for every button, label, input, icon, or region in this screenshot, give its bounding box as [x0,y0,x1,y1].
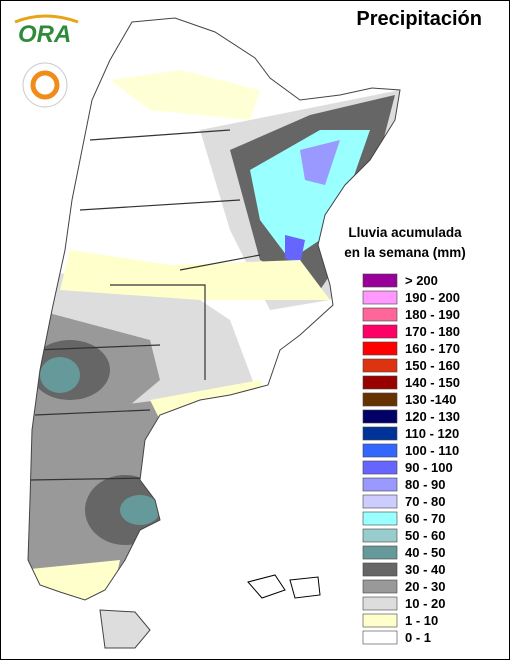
legend-label: 140 - 150 [405,375,460,390]
legend-label: 10 - 20 [405,596,445,611]
legend-swatch [362,596,398,611]
legend-swatch [362,341,398,356]
legend-swatch [362,358,398,373]
legend-swatch [362,545,398,560]
region-fill [120,495,160,525]
legend-label: 110 - 120 [405,426,459,441]
legend-label: 80 - 90 [405,477,445,492]
legend-swatch [362,443,398,458]
logo-text: ORA [18,21,71,48]
legend-swatch [362,494,398,509]
region-fill [250,130,370,260]
legend-swatch [362,273,398,288]
legend-label: 1 - 10 [405,613,438,628]
legend-swatch [362,613,398,628]
country-outline [27,17,401,601]
legend-label: 190 - 200 [405,290,460,305]
legend-swatch [362,460,398,475]
legend-swatch [362,630,398,645]
region-fill [110,70,260,120]
legend-swatch [362,392,398,407]
legend-label: 180 - 190 [405,307,460,322]
legend-swatch [362,426,398,441]
legend-swatch [362,511,398,526]
legend-title: en la semana (mm) [344,245,466,260]
legend-label: 90 - 100 [405,460,453,475]
islands [247,574,321,599]
legend-label: 20 - 30 [405,579,445,594]
region-fill [300,140,340,185]
legend: > 200 190 - 200 180 - 190 170 - 180 160 - 17… [362,273,460,645]
region-fill [285,235,305,265]
legend-swatch [362,290,398,305]
legend-label: 100 - 110 [405,443,459,458]
legend-swatch [362,579,398,594]
legend-label: 160 - 170 [405,341,460,356]
legend-label: 50 - 60 [405,528,445,543]
tierra-del-fuego [99,609,151,649]
logo-arc [14,14,79,24]
legend-label: 0 - 1 [405,630,431,645]
institution-logo [22,62,68,108]
legend-label: 170 - 180 [405,324,460,339]
legend-swatch [362,307,398,322]
legend-label: 130 -140 [405,392,456,407]
legend-label: 120 - 130 [405,409,460,424]
legend-swatch [362,528,398,543]
legend-label: 70 - 80 [405,494,445,509]
region-fill [60,250,330,300]
legend-title: Lluvia acumulada [348,225,462,240]
legend-label: 40 - 50 [405,545,445,560]
legend-label: 150 - 160 [405,358,460,373]
legend-swatch [362,409,398,424]
legend-swatch [362,562,398,577]
legend-label: > 200 [405,273,438,288]
legend-swatch [362,324,398,339]
legend-swatch [362,477,398,492]
legend-label: 60 - 70 [405,511,445,526]
region-fill [40,357,80,393]
title: Precipitación [356,8,482,30]
legend-swatch [362,375,398,390]
institution-logo-ring [30,70,60,100]
legend-label: 30 - 40 [405,562,445,577]
province-border [29,129,261,481]
